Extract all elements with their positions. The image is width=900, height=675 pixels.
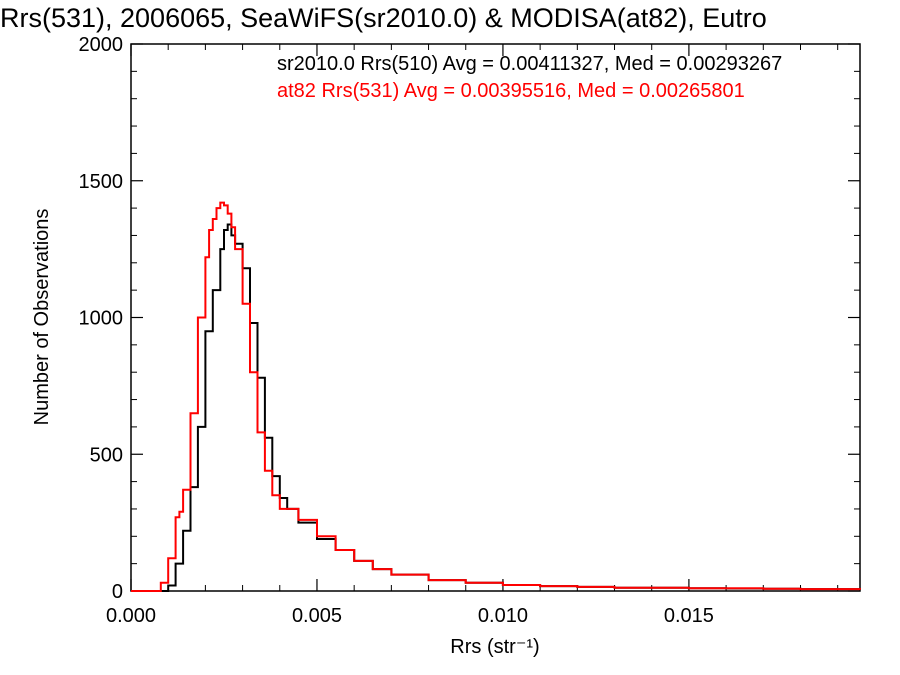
y-tick-label: 500 [90, 444, 123, 466]
x-tick-label: 0.010 [478, 605, 528, 627]
series-line-2 [131, 201, 861, 592]
legend-entry-2: at82 Rrs(531) Avg = 0.00395516, Med = 0.… [277, 80, 745, 102]
plot-frame [130, 43, 861, 592]
y-tick-label: 1000 [79, 308, 124, 330]
legend: sr2010.0 Rrs(510) Avg = 0.00411327, Med … [277, 53, 782, 102]
legend-entry-1: sr2010.0 Rrs(510) Avg = 0.00411327, Med … [277, 53, 782, 75]
chart-title: Rrs(531), 2006065, SeaWiFS(sr2010.0) & M… [0, 3, 767, 33]
y-tick-label: 2000 [79, 34, 124, 56]
x-tick-label: 0.015 [664, 605, 714, 627]
series-line-1 [131, 223, 861, 592]
y-tick-label: 1500 [79, 171, 124, 193]
x-axis-label: Rrs (str⁻¹) [450, 636, 539, 658]
x-tick-label: 0.005 [292, 605, 342, 627]
y-axis-label: Number of Observations [31, 209, 53, 426]
y-tick-label: 0 [112, 581, 123, 603]
series-group [131, 201, 861, 592]
y-axis: 0 500 1000 1500 2000 [79, 34, 860, 603]
x-tick-label: 0.000 [106, 605, 156, 627]
x-axis: 0.000 0.005 0.010 0.015 [106, 44, 839, 627]
